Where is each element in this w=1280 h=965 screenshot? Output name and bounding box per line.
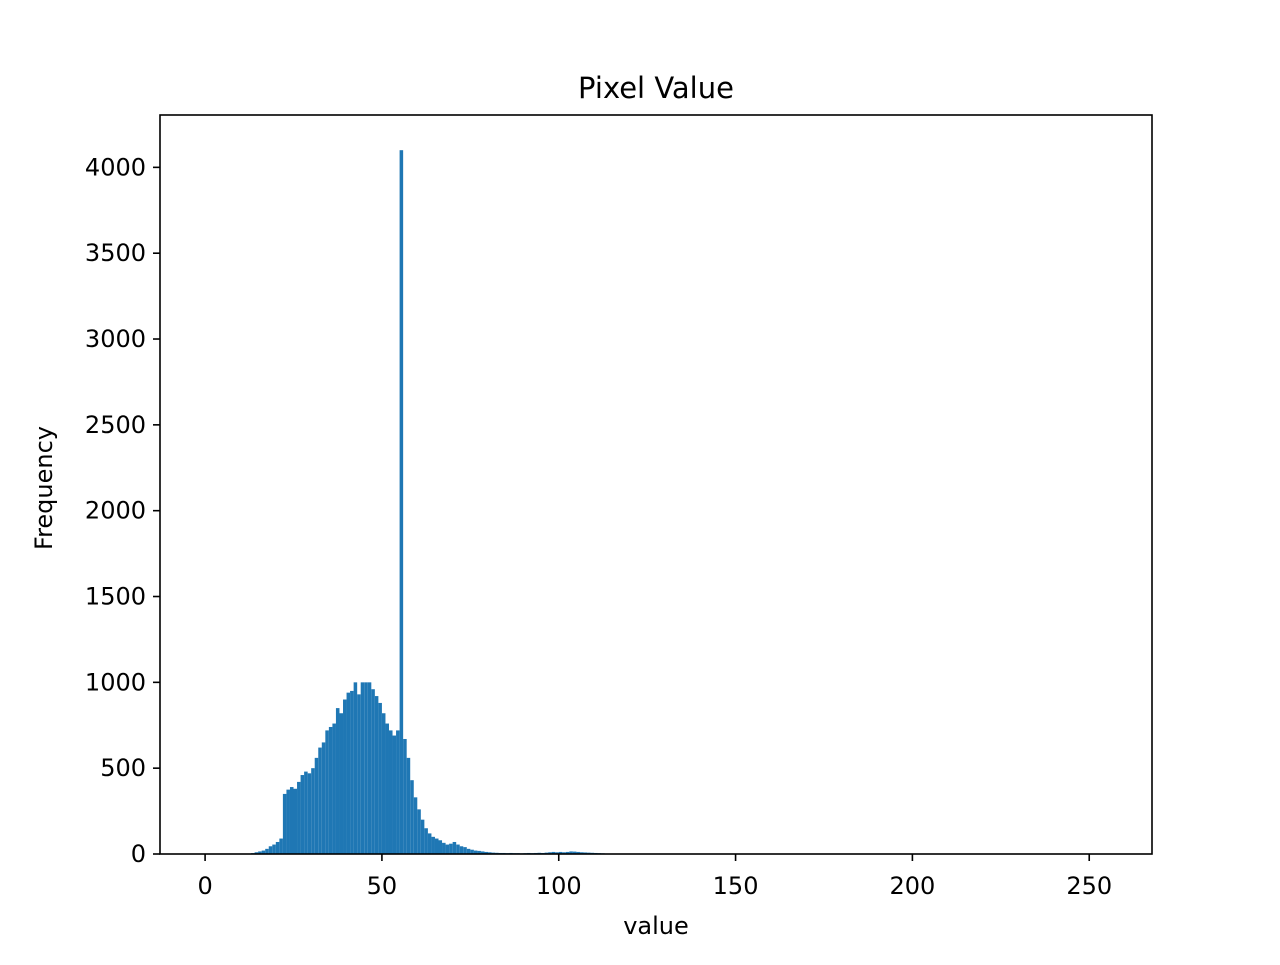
histogram-bar: [315, 758, 319, 854]
histogram-bar: [301, 775, 305, 854]
y-tick-label: 500: [100, 754, 146, 782]
x-tick-label: 250: [1066, 872, 1112, 900]
histogram-bar: [414, 797, 418, 854]
histogram-bar: [347, 693, 351, 854]
histogram-bar: [382, 713, 386, 854]
histogram-bar: [375, 696, 379, 854]
histogram-bar: [428, 833, 432, 854]
histogram-bar: [371, 689, 375, 854]
histogram-bar: [304, 772, 308, 854]
histogram-bar: [269, 846, 273, 854]
y-axis-label: Frequency: [30, 426, 58, 550]
y-tick-label: 1000: [85, 668, 146, 696]
histogram-bar: [385, 724, 389, 854]
histogram-bar: [357, 694, 361, 854]
histogram-bar: [378, 703, 382, 854]
x-tick-label: 50: [367, 872, 398, 900]
histogram-bar: [294, 789, 298, 854]
histogram-bar: [339, 713, 343, 854]
histogram-bar: [332, 724, 336, 854]
x-tick-label: 200: [889, 872, 935, 900]
histogram-bar: [361, 682, 365, 854]
histogram-bar: [279, 839, 283, 854]
histogram-bar: [283, 794, 287, 854]
chart-title: Pixel Value: [578, 71, 734, 105]
histogram-bar: [311, 768, 315, 854]
y-tick-label: 2000: [85, 497, 146, 525]
y-tick-label: 3500: [85, 239, 146, 267]
histogram-bar: [400, 150, 404, 854]
histogram-bar: [336, 708, 340, 854]
histogram-bar: [308, 773, 312, 854]
y-tick-label: 3000: [85, 325, 146, 353]
histogram-bar: [446, 845, 450, 854]
histogram-bar: [364, 682, 368, 854]
histogram-bar: [329, 727, 333, 854]
histogram-bar: [318, 748, 322, 854]
histogram-bar: [421, 820, 425, 854]
x-axis-label: value: [623, 912, 689, 940]
histogram-bar: [456, 845, 460, 854]
histogram-bar: [449, 844, 453, 854]
y-tick-label: 1500: [85, 583, 146, 611]
histogram-bar: [286, 790, 290, 854]
histogram-bar: [393, 736, 397, 854]
histogram-bar: [272, 845, 276, 854]
x-tick-label: 150: [713, 872, 759, 900]
plot-area: [160, 115, 1152, 854]
histogram-bar: [354, 682, 358, 854]
histogram-bar: [460, 846, 464, 854]
histogram-bar: [410, 780, 414, 854]
histogram-bar: [439, 840, 443, 854]
histogram-bar: [417, 809, 421, 854]
histogram-bar: [389, 730, 393, 854]
x-tick-label: 0: [197, 872, 212, 900]
histogram-bar: [322, 742, 326, 854]
y-tick-label: 4000: [85, 153, 146, 181]
histogram-bar: [343, 700, 347, 854]
histogram-bar: [350, 691, 354, 854]
histogram-bar: [276, 842, 280, 854]
histogram-bar: [325, 730, 329, 854]
histogram-bar: [435, 839, 439, 854]
histogram-bar: [442, 843, 446, 854]
histogram-bar: [297, 782, 301, 854]
histogram-bar: [463, 847, 467, 854]
histogram-bar: [290, 787, 294, 854]
y-tick-label: 2500: [85, 411, 146, 439]
x-tick-label: 100: [536, 872, 582, 900]
histogram-bar: [453, 842, 457, 854]
histogram-bar: [396, 730, 400, 854]
histogram-bar: [403, 739, 407, 854]
histogram-bar: [424, 828, 428, 854]
histogram-bar: [368, 682, 372, 854]
y-tick-label: 0: [131, 840, 146, 868]
histogram-bar: [407, 758, 411, 854]
histogram-bar: [431, 837, 435, 854]
